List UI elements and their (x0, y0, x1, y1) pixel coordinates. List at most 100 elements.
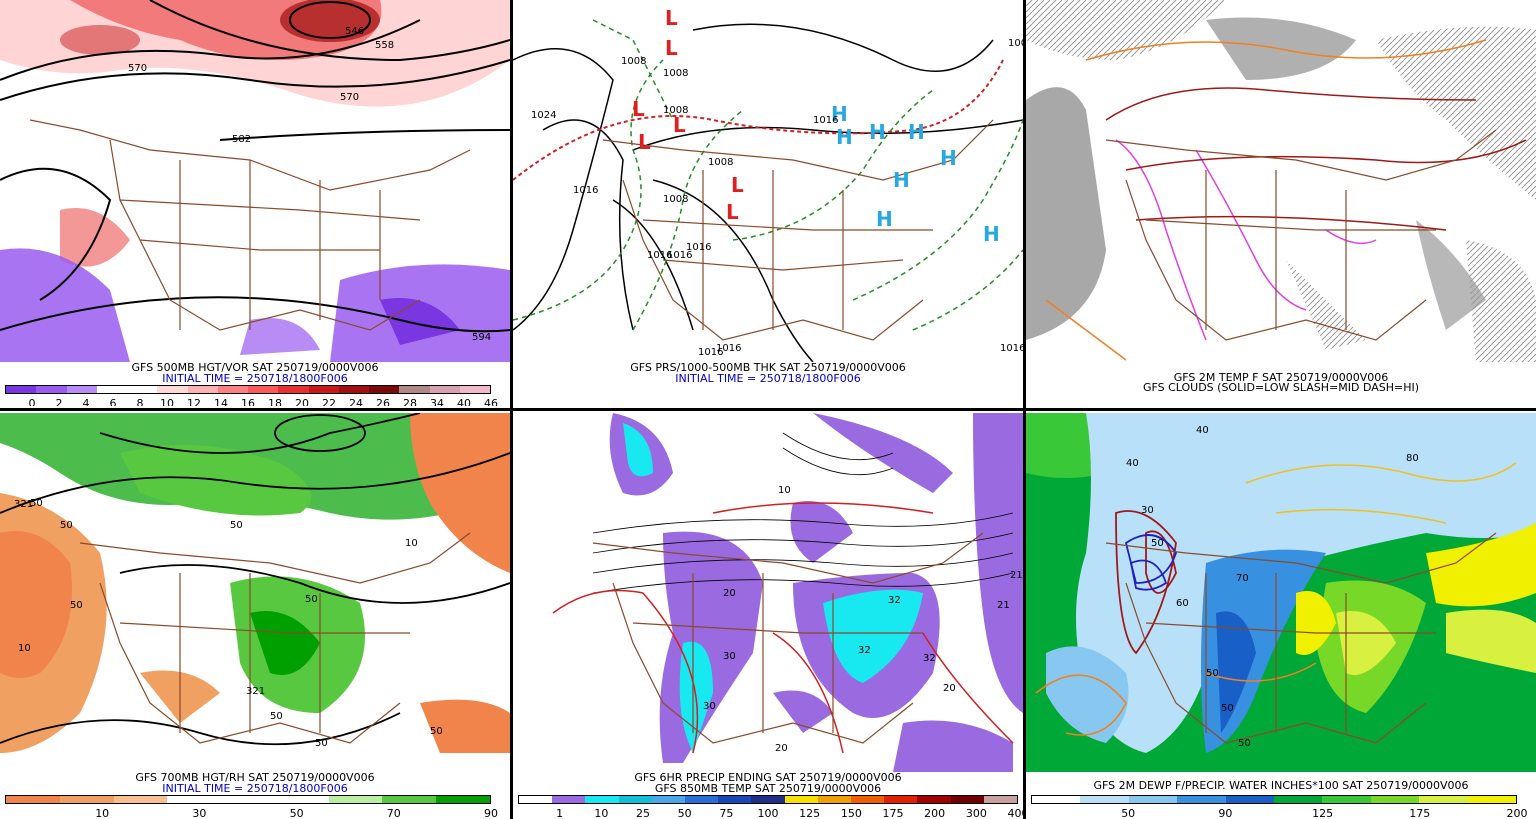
high-pressure-symbol: H (940, 146, 957, 170)
contour-label: 50 (1221, 703, 1234, 714)
contour-label: 50 (30, 498, 43, 509)
colorbar-tick-label: 90 (1218, 807, 1233, 819)
contour-label: 558 (375, 40, 395, 51)
colorbar-swatch (1370, 796, 1420, 803)
colorbar-swatch (851, 796, 885, 803)
contour-label: 70 (1236, 573, 1249, 584)
colorbar-tick-label: 10 (95, 807, 110, 819)
colorbar-swatch (6, 796, 60, 803)
map-precip (513, 413, 1023, 772)
colorbar-swatch (983, 796, 1018, 803)
contour-label: 1008 (663, 105, 689, 116)
colorbar-swatch (157, 386, 188, 393)
caption-line-2: GFS CLOUDS (SOLID=LOW SLASH=MID DASH=HI) (1142, 381, 1420, 394)
colorbar-swatch (1128, 796, 1178, 803)
colorbar-tick-label: 26 (376, 397, 390, 406)
caption-line-1: GFS 700MB HGT/RH SAT 250719/0000V006 (135, 771, 375, 784)
colorbar-tick-label: 18 (268, 397, 282, 406)
colorbar-tick-label: 400 (1007, 807, 1024, 819)
colorbar-swatch (248, 386, 279, 393)
colorbar-tick-label: 50 (677, 807, 692, 819)
colorbar-swatch (1032, 796, 1081, 803)
contour-label: 10 (778, 485, 791, 496)
colorbar-swatch (1467, 796, 1517, 803)
low-pressure-symbol: L (665, 6, 678, 30)
colorbar-tick-label: 6 (109, 397, 117, 406)
colorbar (1031, 795, 1517, 804)
contour-label: 50 (305, 594, 318, 605)
colorbar-swatch (751, 796, 785, 803)
low-pressure-symbol: L (673, 113, 686, 137)
contour-label: 32 (858, 645, 871, 656)
colorbar (5, 385, 491, 394)
colorbar-tick-label: 34 (430, 397, 444, 406)
colorbar-tick-label: 200 (1506, 807, 1528, 819)
contour-label: 50 (1151, 538, 1164, 549)
panel-sfc-pressure-thickness: H H H H H H H H L L L L L L L 1024 1008 … (513, 0, 1023, 406)
colorbar-swatch (817, 796, 852, 803)
colorbar (518, 795, 1018, 804)
colorbar-ticks: 10 30 50 70 90 (5, 807, 498, 819)
colorbar-swatch (651, 796, 686, 803)
caption-line-1: GFS PRS/1000-500MB THK SAT 250719/0000V0… (630, 361, 906, 374)
colorbar-swatch (369, 386, 400, 393)
colorbar-swatch (585, 796, 619, 803)
map-500mb (0, 0, 510, 362)
low-pressure-symbol: L (731, 173, 744, 197)
colorbar-swatch (1274, 796, 1323, 803)
panel-precip-850mb-temp: 32 32 21 21 32 20 20 30 30 10 20 GFS 6HR… (513, 413, 1023, 819)
colorbar-tick-label: 22 (322, 397, 336, 406)
colorbar-tick-label: 20 (295, 397, 309, 406)
contour-label: 1008 (663, 68, 689, 79)
caption-line-2: INITIAL TIME = 250718/1800F006 (675, 372, 861, 385)
colorbar-tick-label: 10 (594, 807, 609, 819)
caption-line-1: GFS 2M DEWP F/PRECIP. WATER INCHES*100 S… (1093, 779, 1469, 792)
contour-label: 321 (14, 499, 34, 510)
colorbar-swatch (685, 796, 719, 803)
low-pressure-symbol: L (632, 97, 645, 121)
colorbar-swatch (399, 386, 430, 393)
contour-label: 321 (246, 686, 266, 697)
colorbar-swatch (429, 386, 460, 393)
colorbar-swatch (519, 796, 553, 803)
colorbar-swatch (96, 386, 127, 393)
contour-label: 582 (232, 134, 252, 145)
contour-label: 50 (1206, 668, 1219, 679)
contour-label: 10 (405, 538, 418, 549)
contour-label: 50 (70, 600, 83, 611)
contour-label: 1008 (621, 56, 647, 67)
map-temp-clouds (1026, 0, 1536, 362)
panel-2m-temp-clouds: GFS 2M TEMP F SAT 250719/0000V006 GFS CL… (1026, 0, 1536, 406)
contour-label: 1016 (573, 185, 599, 196)
caption-line-2: GFS 850MB TEMP SAT 250719/0000V006 (654, 782, 882, 795)
colorbar-swatch (328, 796, 383, 803)
colorbar-swatch (459, 386, 490, 393)
colorbar-tick-label: 70 (386, 807, 401, 819)
high-pressure-symbol: H (831, 102, 848, 126)
contour-label: 20 (723, 588, 736, 599)
colorbar-swatch (66, 386, 97, 393)
colorbar-tick-label: 24 (349, 397, 363, 406)
contour-label: 40 (1126, 458, 1139, 469)
panel-700mb-rh: 321 50 50 10 50 50 321 50 50 50 10 50 GF… (0, 413, 510, 819)
caption-line-1: GFS 2M TEMP F SAT 250719/0000V006 (1173, 371, 1389, 384)
colorbar-swatch (278, 386, 309, 393)
contour-label: 30 (723, 651, 736, 662)
colorbar-swatch (274, 796, 329, 803)
colorbar-swatch (221, 796, 275, 803)
panel-500mb-vorticity: 546 558 570 570 582 594 GFS 500MB HGT/VO… (0, 0, 510, 406)
contour-label: 50 (230, 520, 243, 531)
colorbar-tick-label: 8 (136, 397, 144, 406)
colorbar-tick-label: 16 (241, 397, 255, 406)
colorbar-tick-label: 40 (457, 397, 471, 406)
colorbar-tick-label: 10 (160, 397, 174, 406)
colorbar-swatch (618, 796, 652, 803)
low-pressure-symbol: L (638, 130, 651, 154)
contour-label: 1016 (698, 347, 724, 358)
contour-label: 50 (60, 520, 73, 531)
panel-dewpoint-precip-water: 40 40 50 50 50 50 60 70 80 30 GFS 2M DEW… (1026, 413, 1536, 819)
colorbar-tick-label: 14 (214, 397, 228, 406)
caption-line-2: INITIAL TIME = 250718/1800F006 (162, 782, 348, 795)
colorbar-tick-label: 100 (757, 807, 779, 819)
colorbar-ticks: 50 90 125 175 200 (1031, 807, 1527, 819)
